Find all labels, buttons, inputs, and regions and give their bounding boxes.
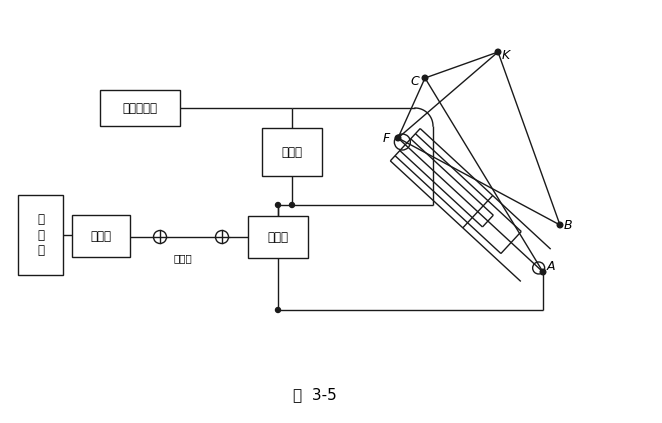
- Text: 举升阀: 举升阀: [281, 146, 303, 159]
- Text: 传动轴: 传动轴: [173, 253, 193, 263]
- Text: 图  3-5: 图 3-5: [293, 387, 337, 403]
- Bar: [100, 90, 180, 126]
- Text: F: F: [383, 132, 390, 145]
- Circle shape: [557, 222, 563, 228]
- Bar: [72, 215, 130, 257]
- Bar: [262, 128, 322, 176]
- Text: A: A: [547, 261, 555, 274]
- Bar: [18, 195, 63, 275]
- Circle shape: [275, 203, 281, 208]
- Circle shape: [540, 269, 545, 275]
- Circle shape: [495, 49, 500, 55]
- Text: 取力器: 取力器: [91, 230, 111, 242]
- Circle shape: [395, 135, 401, 141]
- Text: 变
速
器: 变 速 器: [37, 212, 44, 258]
- Text: 液压泵: 液压泵: [267, 231, 289, 244]
- Circle shape: [289, 203, 295, 208]
- Text: 液压手动阀: 液压手动阀: [122, 102, 158, 115]
- Circle shape: [422, 75, 428, 81]
- Text: C: C: [410, 74, 419, 88]
- Circle shape: [275, 308, 281, 313]
- Text: K: K: [502, 49, 510, 61]
- Bar: [248, 216, 308, 258]
- Text: B: B: [563, 219, 573, 231]
